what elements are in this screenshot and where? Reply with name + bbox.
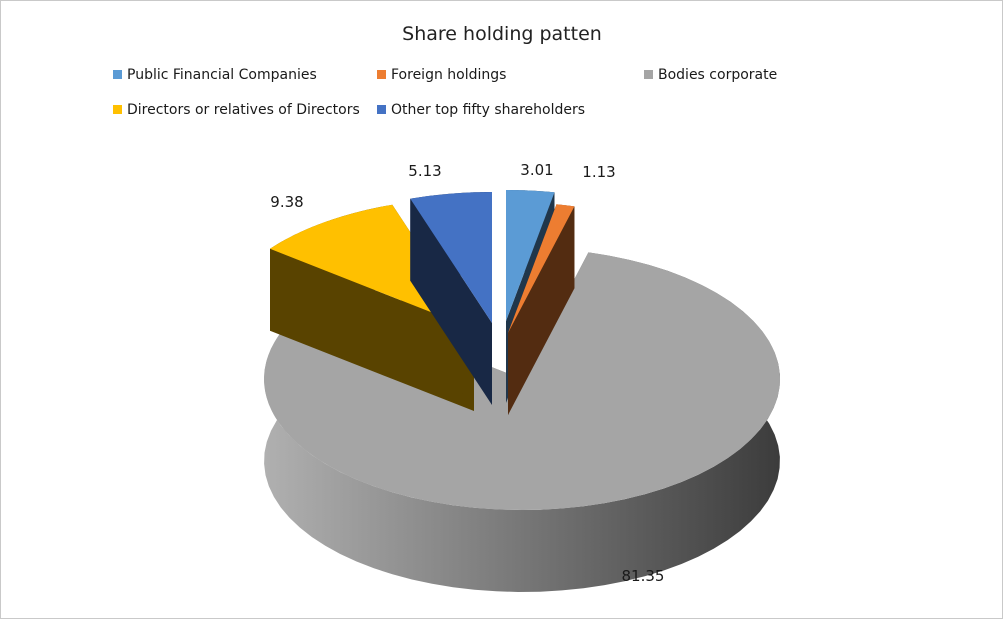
legend-entry-foreign-holdings: Foreign holdings <box>391 67 506 83</box>
data-label-other-top-fifty-shareholders: 5.13 <box>408 162 441 180</box>
legend-swatch-directors-or-relatives-of-directors <box>113 105 122 114</box>
legend-swatch-other-top-fifty-shareholders <box>377 105 386 114</box>
slice-top-foreign-holdings <box>508 204 575 333</box>
legend-entry-directors-or-relatives-of-directors: Directors or relatives of Directors <box>127 102 360 118</box>
data-label-foreign-holdings: 1.13 <box>582 163 615 181</box>
slice-wall-0-other-top-fifty-shareholders <box>410 198 492 405</box>
legend-swatch-public-financial-companies <box>113 70 122 79</box>
slice-top-other-top-fifty-shareholders <box>410 191 492 323</box>
data-label-public-financial-companies: 3.01 <box>520 161 553 179</box>
data-label-directors-or-relatives-of-directors: 9.38 <box>270 193 303 211</box>
legend-swatch-foreign-holdings <box>377 70 386 79</box>
data-label-bodies-corporate: 81.35 <box>622 567 665 585</box>
slice-wall-1-foreign-holdings <box>508 206 575 415</box>
slice-wall-0-directors-or-relatives-of-directors <box>270 248 474 411</box>
legend-swatch-bodies-corporate <box>644 70 653 79</box>
data-labels: 3.01 1.13 81.35 9.38 5.13 <box>270 161 664 585</box>
slice-foreign-holdings <box>508 204 575 415</box>
legend-entry-public-financial-companies: Public Financial Companies <box>127 67 317 83</box>
legend-entry-bodies-corporate: Bodies corporate <box>658 67 777 83</box>
legend-entry-other-top-fifty-shareholders: Other top fifty shareholders <box>391 102 585 118</box>
pie-slices <box>264 189 781 592</box>
slice-other-top-fifty-shareholders <box>410 191 492 405</box>
legend: Public Financial Companies Foreign holdin… <box>113 67 777 118</box>
chart-title: Share holding patten <box>402 23 602 45</box>
slice-top-public-financial-companies <box>506 189 555 321</box>
